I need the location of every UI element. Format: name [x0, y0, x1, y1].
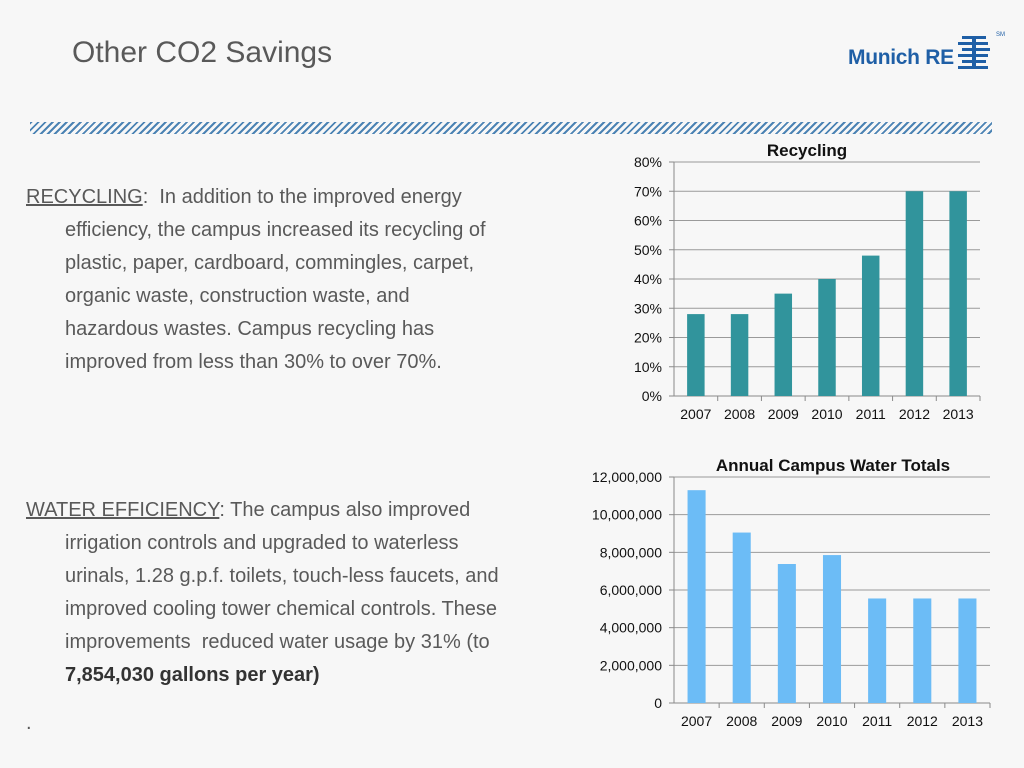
recycling-line: plastic, paper, cardboard, commingles, c… [65, 252, 475, 274]
y-tick-label: 12,000,000 [592, 469, 662, 485]
y-tick-label: 6,000,000 [600, 582, 662, 598]
x-tick-label: 2012 [899, 406, 930, 422]
water-total-gallons: 7,854,030 gallons per year) [65, 664, 320, 686]
recycling-line: efficiency, the campus increased its rec… [65, 219, 486, 241]
y-tick-label: 0% [642, 388, 662, 404]
bar [905, 191, 924, 396]
slide-title: Other CO2 Savings [72, 36, 333, 69]
bar [687, 314, 705, 396]
y-tick-label: 70% [634, 183, 662, 199]
recycling-line: organic waste, construction waste, and [65, 285, 410, 307]
y-tick-label: 40% [634, 271, 662, 287]
x-tick-label: 2007 [681, 713, 712, 729]
y-tick-label: 8,000,000 [600, 544, 662, 560]
x-tick-label: 2012 [907, 713, 938, 729]
water-line: The campus also improved [224, 499, 471, 521]
water-heading: WATER EFFICIENCY [26, 499, 220, 521]
x-tick-label: 2011 [862, 713, 892, 729]
munich-re-logo-icon [958, 36, 990, 69]
x-tick-label: 2010 [816, 713, 847, 729]
y-tick-label: 20% [634, 330, 662, 346]
logo-text: Munich RE [848, 46, 954, 69]
bar [687, 490, 706, 703]
y-tick-label: 50% [634, 242, 662, 258]
recycling-line: hazardous wastes. Campus recycling has [65, 318, 435, 340]
x-tick-label: 2007 [680, 406, 711, 422]
y-tick-label: 4,000,000 [600, 620, 662, 636]
y-tick-label: 10,000,000 [592, 507, 662, 523]
water-paragraph: WATER EFFICIENCY: The campus also improv… [26, 494, 571, 692]
bar [913, 598, 932, 703]
bar [777, 564, 796, 703]
recycling-line: improved from less than 30% to over 70%. [65, 351, 442, 373]
chart-title: Recycling [767, 141, 847, 160]
x-tick-label: 2008 [724, 406, 755, 422]
x-tick-label: 2010 [811, 406, 842, 422]
y-tick-label: 2,000,000 [600, 657, 662, 673]
water-line: irrigation controls and upgraded to wate… [65, 532, 459, 554]
bar [774, 293, 793, 396]
recycling-heading: RECYCLING [26, 186, 143, 208]
water-sep: : [219, 499, 225, 521]
recycling-paragraph: RECYCLING: In addition to the improved e… [26, 181, 571, 379]
y-tick-label: 0 [654, 695, 662, 711]
x-tick-label: 2009 [768, 406, 799, 422]
decorative-divider [30, 122, 992, 134]
water-line: urinals, 1.28 g.p.f. toilets, touch-less… [65, 565, 499, 587]
munich-re-logo: Munich RE SM [848, 32, 1005, 76]
recycling-chart: Recycling 0% 10% 20% 30% 40% 50% 60% 70% 80% 2007 2… [634, 141, 981, 422]
bar [730, 314, 749, 396]
y-tick-label: 80% [634, 154, 662, 170]
bar [818, 279, 836, 396]
x-tick-label: 2011 [856, 406, 886, 422]
water-line-bold: 7,854,030 gallons per year) [26, 659, 571, 692]
water-chart: Annual Campus Water Totals 0 2,000,000 4,00… [592, 456, 991, 729]
bar [861, 255, 880, 396]
bar [958, 598, 977, 703]
y-tick-label: 10% [634, 359, 662, 375]
x-tick-label: 2008 [726, 713, 757, 729]
y-tick-label: 30% [634, 300, 662, 316]
service-mark: SM [996, 32, 1005, 38]
chart-title: Annual Campus Water Totals [716, 456, 950, 475]
bar [868, 598, 887, 703]
water-line: improvements reduced water usage by 31% … [65, 631, 490, 653]
y-tick-label: 60% [634, 213, 662, 229]
water-line: improved cooling tower chemical controls… [65, 598, 498, 620]
bar [822, 555, 842, 703]
x-tick-label: 2009 [771, 713, 802, 729]
recycling-line: In addition to the improved energy [148, 186, 462, 208]
x-tick-label: 2013 [952, 713, 983, 729]
bar [732, 532, 751, 703]
bar [949, 191, 967, 396]
x-tick-label: 2013 [943, 406, 974, 422]
recycling-sep: : [142, 186, 149, 208]
footer-dot: . [26, 712, 32, 734]
